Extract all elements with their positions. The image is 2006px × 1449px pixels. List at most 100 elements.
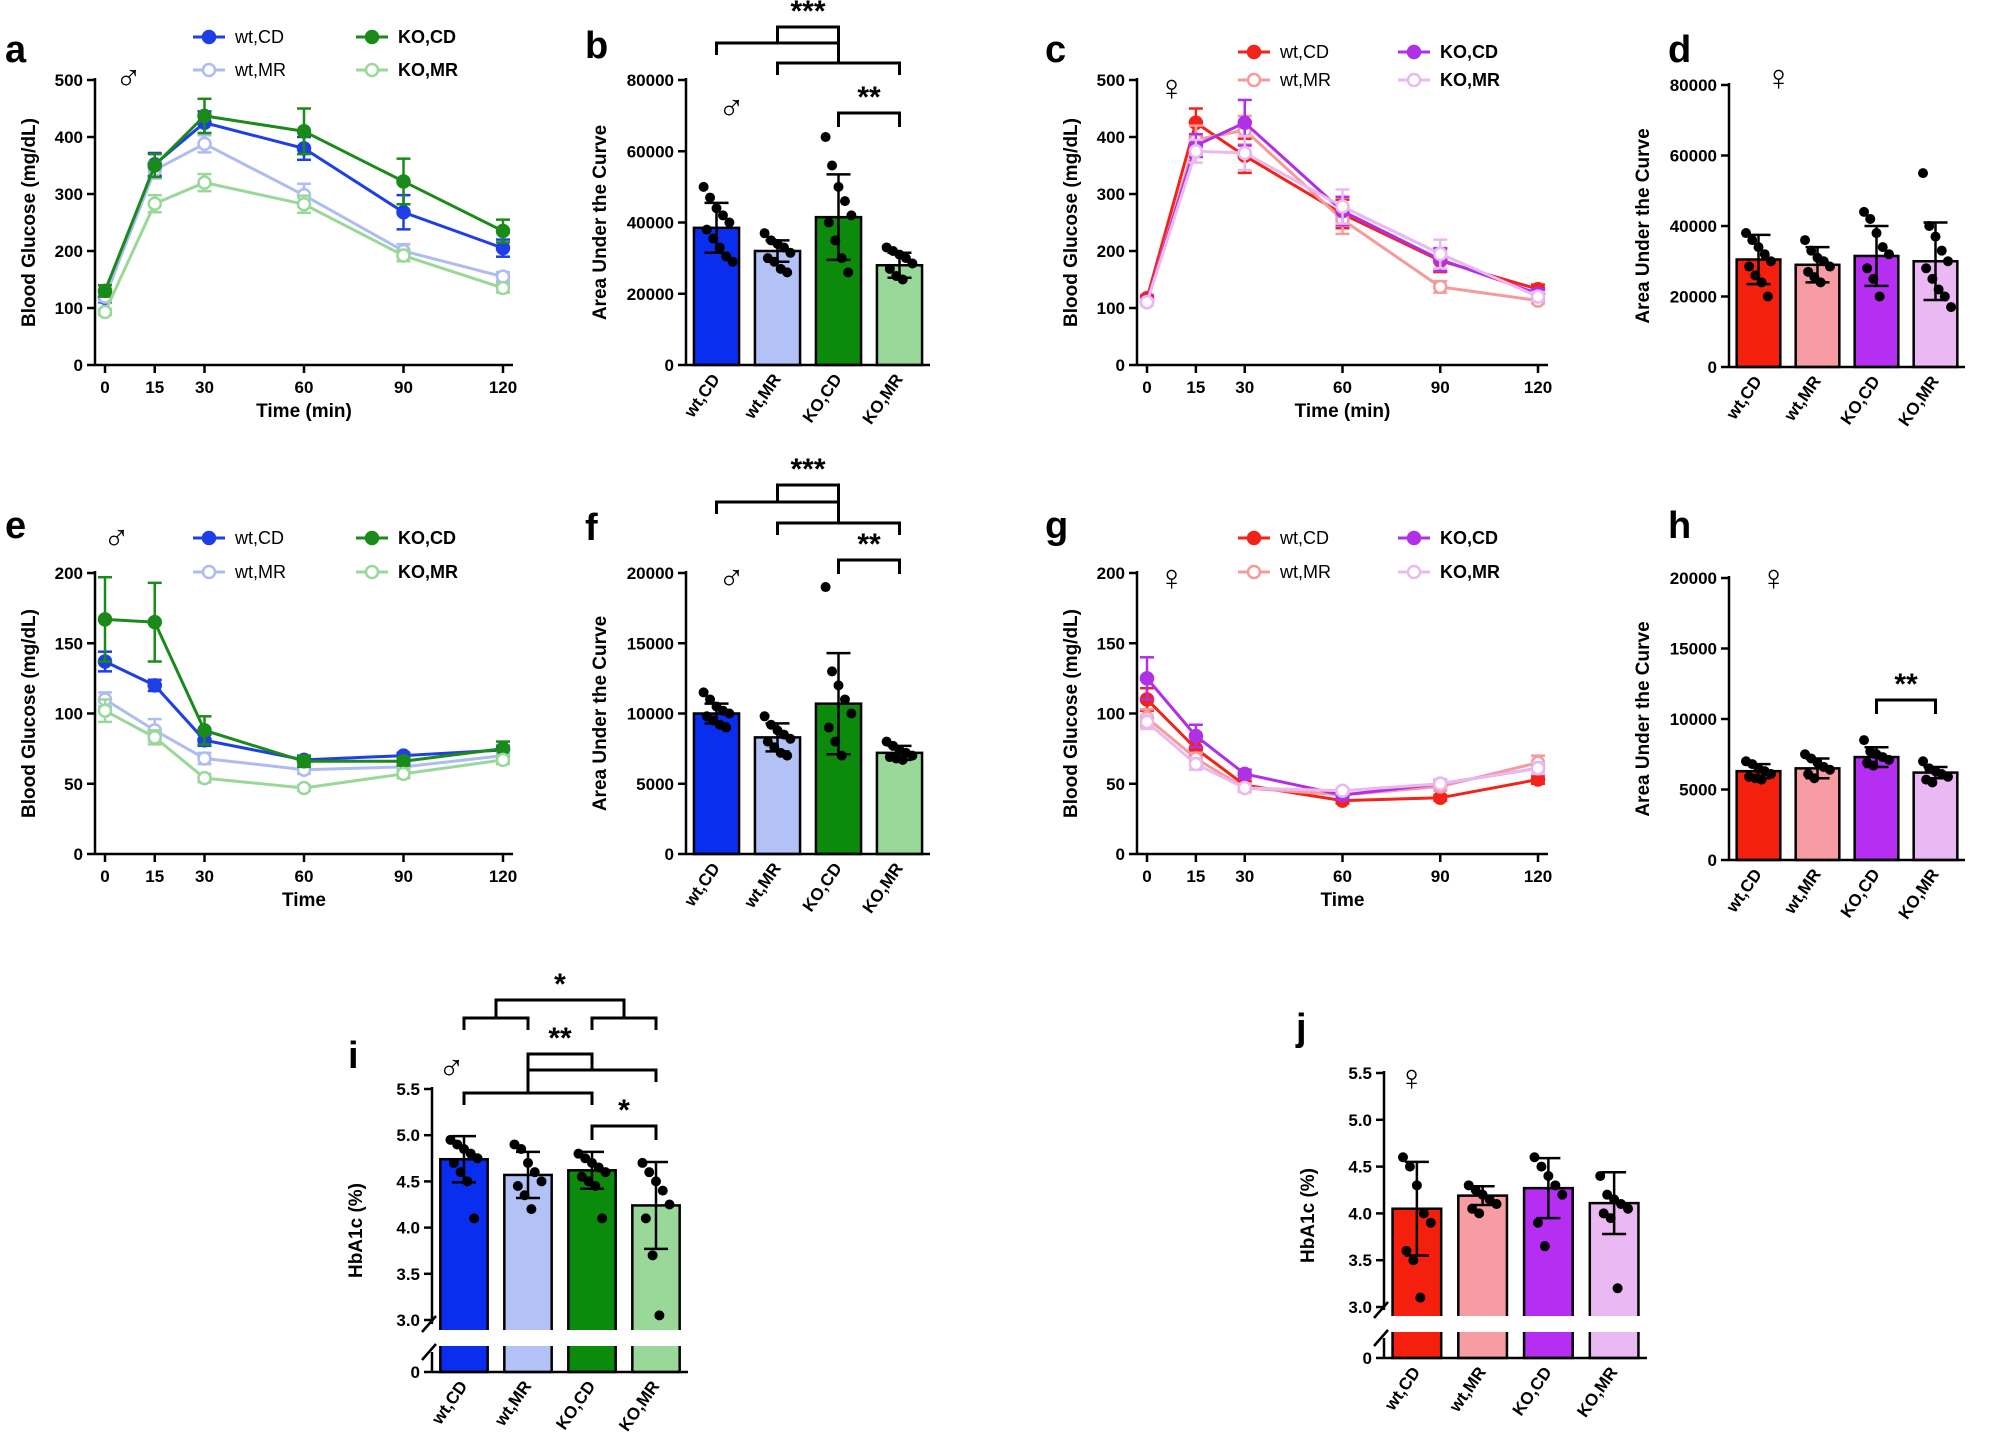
- y-tick-label: 4.0: [396, 1219, 420, 1238]
- replicate-point: [1871, 228, 1882, 239]
- y-axis-title: Area Under the Curve: [1633, 621, 1654, 816]
- y-tick-label: 500: [55, 71, 83, 90]
- replicate-point: [1418, 1208, 1429, 1219]
- legend-swatch-marker: [1246, 72, 1262, 88]
- replicate-point: [1930, 231, 1941, 242]
- replicate-point: [526, 1204, 537, 1215]
- data-point: [147, 614, 162, 630]
- data-point: [97, 283, 113, 299]
- male-symbol: ♂: [103, 517, 130, 558]
- y-tick-label: 3.5: [396, 1265, 420, 1284]
- significance-stars: **: [1894, 668, 1918, 701]
- series-line: [103, 142, 504, 298]
- replicate-point: [644, 1167, 655, 1178]
- y-tick-label: 300: [1097, 185, 1125, 204]
- significance-bracket: **: [837, 528, 901, 574]
- replicate-point: [1550, 1180, 1561, 1191]
- x-axis-title: Time (min): [256, 401, 352, 422]
- replicate-point: [1408, 1255, 1419, 1266]
- replicate-point: [782, 750, 793, 761]
- data-point: [1188, 756, 1204, 772]
- replicate-point: [469, 1213, 480, 1224]
- series-line: [104, 709, 504, 790]
- replicate-point: [590, 1181, 601, 1192]
- x-tick-label: 15: [1186, 867, 1205, 886]
- panel-label: j: [1295, 1007, 1307, 1049]
- y-tick-label: 100: [1097, 705, 1125, 724]
- legend-swatch-marker: [364, 530, 380, 546]
- data-point: [396, 248, 411, 263]
- replicate-point: [1762, 291, 1773, 302]
- data-point: [1188, 144, 1204, 159]
- replicate-point: [1612, 1283, 1623, 1294]
- replicate-point: [724, 708, 735, 719]
- replicate-point: [1397, 1152, 1408, 1163]
- replicate-point: [1765, 768, 1776, 779]
- panel-label: f: [585, 507, 598, 549]
- replicate-point: [724, 217, 735, 228]
- data-point: [147, 678, 162, 693]
- legend-label: wt,CD: [1279, 528, 1329, 548]
- series-KO,MR: [97, 698, 511, 796]
- replicate-point: [782, 267, 793, 278]
- data-point: [97, 612, 113, 627]
- replicate-point: [1605, 1213, 1616, 1224]
- data-point: [197, 136, 212, 152]
- x-tick-label: 0: [1142, 378, 1151, 397]
- replicate-point: [1874, 291, 1885, 302]
- replicate-point: [820, 582, 831, 593]
- y-tick-label: 15000: [1670, 640, 1717, 659]
- bar-wt,CD: [692, 712, 741, 856]
- data-point: [97, 703, 113, 718]
- bracket-line: [776, 25, 840, 63]
- data-point: [197, 751, 212, 766]
- y-tick-label: 20000: [627, 285, 674, 304]
- data-point: [1237, 766, 1252, 782]
- replicate-point: [1623, 1203, 1634, 1214]
- data-point: [495, 240, 511, 256]
- replicate-point: [1404, 1161, 1415, 1172]
- replicate-point: [766, 719, 777, 730]
- legend-entry: wt,MR: [1238, 70, 1331, 90]
- y-tick-label: 200: [1097, 564, 1125, 583]
- panel-label: d: [1668, 29, 1691, 71]
- replicate-point: [833, 680, 844, 691]
- axis-break-gap: [1386, 1316, 1649, 1332]
- data-point: [147, 196, 162, 211]
- replicate-point: [827, 160, 838, 171]
- axis-break-mark: [1373, 1301, 1389, 1319]
- replicate-point: [1756, 774, 1767, 785]
- significance-bracket: *: [462, 968, 658, 1030]
- data-point: [1530, 289, 1546, 304]
- legend-swatch-marker: [201, 29, 217, 45]
- y-tick-label: 100: [55, 299, 83, 318]
- replicate-point: [897, 274, 908, 285]
- legend-swatch-marker: [1406, 564, 1422, 580]
- replicate-point: [769, 742, 780, 753]
- legend-swatch-marker: [1406, 44, 1422, 60]
- replicate-point: [1868, 273, 1879, 284]
- replicate-point: [597, 1213, 608, 1224]
- legend-swatch-marker: [1246, 530, 1262, 546]
- replicate-point: [1536, 1161, 1547, 1172]
- significance-stars: *: [618, 1094, 630, 1127]
- replicate-point: [1815, 277, 1826, 288]
- replicate-point: [1529, 1152, 1540, 1163]
- legend-swatch-marker: [1406, 72, 1422, 88]
- data-point: [1433, 246, 1448, 262]
- x-tick-label: 120: [489, 867, 517, 886]
- series-line: [103, 114, 504, 292]
- significance-bracket: **: [1875, 668, 1937, 714]
- legend-entry: wt,MR: [1238, 562, 1331, 582]
- replicate-point: [701, 224, 712, 235]
- replicate-point: [519, 1190, 530, 1201]
- significance-stars: **: [857, 528, 881, 561]
- replicate-point: [708, 233, 719, 244]
- y-tick-label: 150: [1097, 634, 1125, 653]
- y-tick-label: 0: [1708, 358, 1717, 377]
- replicate-point: [785, 247, 796, 258]
- replicate-point: [523, 1157, 533, 1168]
- y-tick-label: 20000: [1670, 569, 1717, 588]
- replicate-point: [654, 1310, 665, 1321]
